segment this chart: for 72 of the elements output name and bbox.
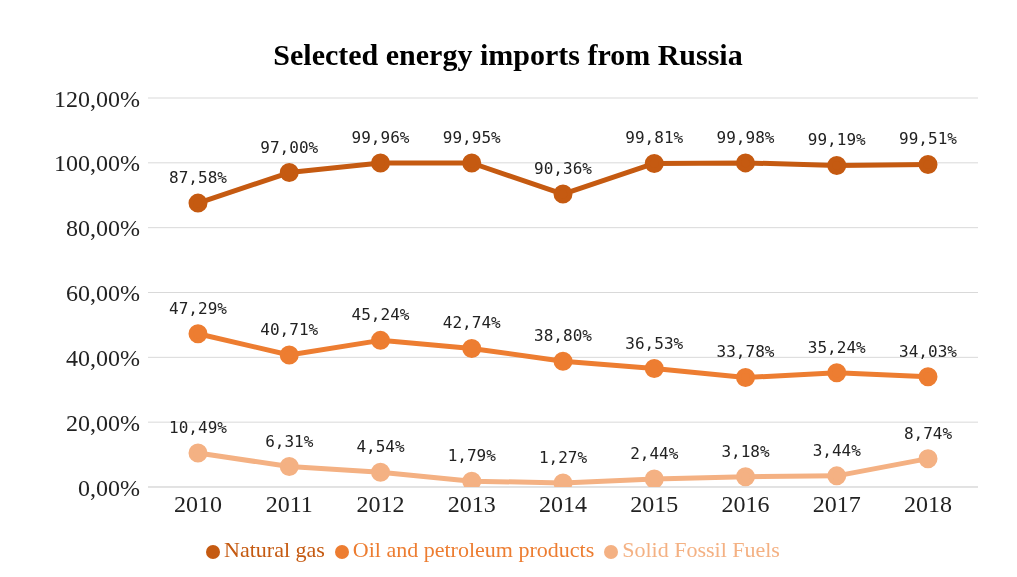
point <box>553 351 573 371</box>
point <box>371 462 390 482</box>
chart-title: Selected energy imports from Russia <box>272 37 744 73</box>
point <box>918 449 938 469</box>
data-label: 47,29% <box>169 298 228 318</box>
data-label: 2,44% <box>630 444 679 464</box>
data-label: 10,49% <box>169 417 228 437</box>
point <box>553 184 573 204</box>
point <box>371 330 390 350</box>
data-label: 6,31% <box>265 431 314 451</box>
point <box>918 154 938 174</box>
data-label: 87,58% <box>169 168 228 188</box>
data-label: 3,44% <box>812 440 862 460</box>
point <box>736 368 755 387</box>
data-label: 99,96% <box>351 127 410 147</box>
data-label: 99,95% <box>442 128 502 147</box>
y-tick-label: 0,00% <box>78 474 140 501</box>
y-tick-label: 20,00% <box>66 409 140 436</box>
point <box>827 466 847 486</box>
point <box>918 367 938 387</box>
x-tick-label: 2013 <box>447 491 496 518</box>
x-tick-label: 2011 <box>265 491 313 518</box>
point <box>827 155 847 175</box>
data-label: 97,00% <box>260 137 319 157</box>
data-label: 1,79% <box>447 446 497 466</box>
data-label: 99,51% <box>899 129 958 149</box>
legend-label: Natural gas <box>224 537 325 562</box>
point <box>736 153 755 173</box>
point <box>644 359 664 379</box>
data-label: 99,81% <box>625 128 684 148</box>
data-label: 99,19% <box>807 130 867 150</box>
x-tick-label: 2014 <box>539 491 587 518</box>
point <box>188 324 208 344</box>
data-label: 33,78% <box>716 342 775 362</box>
x-tick-label: 2015 <box>630 491 679 518</box>
data-label: 4,54% <box>356 437 405 457</box>
data-label: 34,03% <box>899 341 958 361</box>
legend-label: Solid Fossil Fuels <box>622 537 780 562</box>
point <box>462 338 482 358</box>
point <box>188 443 208 463</box>
y-tick-label: 40,00% <box>66 344 140 371</box>
data-label: 35,24% <box>807 337 867 357</box>
data-label: 1,27% <box>538 447 588 467</box>
data-label: 38,80% <box>534 326 593 346</box>
point <box>279 163 299 183</box>
data-label: 8,74% <box>903 423 953 443</box>
data-label: 36,53% <box>625 333 684 353</box>
data-label: 99,98% <box>716 127 775 147</box>
x-tick-label: 2017 <box>812 491 861 518</box>
x-tick-label: 2018 <box>904 491 952 518</box>
point <box>188 193 208 213</box>
x-tick-label: 2012 <box>356 491 405 518</box>
point <box>371 153 390 173</box>
y-tick-label: 60,00% <box>66 280 140 307</box>
data-label: 45,24% <box>351 305 410 325</box>
y-tick-label: 120,00% <box>54 85 140 112</box>
point <box>279 457 299 477</box>
data-label: 42,74% <box>442 313 502 333</box>
data-label: 90,36% <box>534 159 593 179</box>
point <box>736 467 755 487</box>
x-tick-label: 2010 <box>174 491 222 518</box>
y-tick-label: 100,00% <box>54 150 140 177</box>
data-label: 3,18% <box>721 441 770 461</box>
y-tick-label: 80,00% <box>66 215 140 242</box>
point <box>644 153 664 173</box>
point <box>462 153 482 173</box>
point <box>644 469 664 487</box>
point <box>279 345 299 365</box>
legend-label: Oil and petroleum products <box>352 537 595 562</box>
point <box>827 363 847 383</box>
x-tick-label: 2016 <box>721 491 770 518</box>
data-label: 40,71% <box>260 320 319 340</box>
